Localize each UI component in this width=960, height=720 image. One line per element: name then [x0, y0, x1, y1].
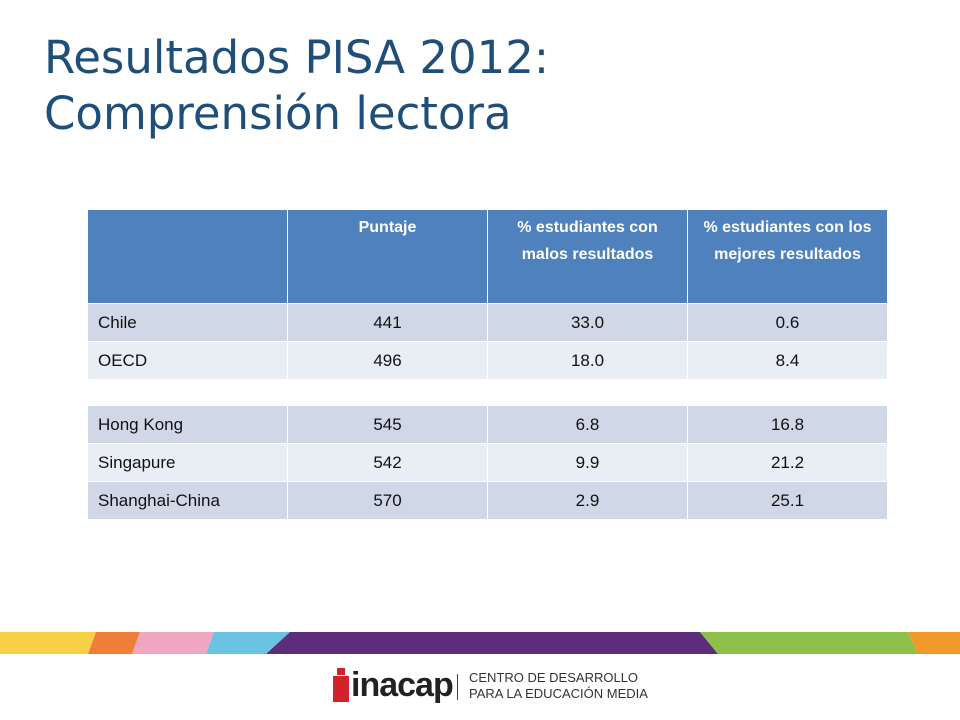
- country-cell: Shanghai-China: [87, 481, 288, 520]
- country-cell: OECD: [87, 341, 288, 380]
- inacap-logo-icon: [333, 668, 349, 702]
- stripe-yellow: [0, 632, 96, 654]
- footer-caption-line-1: CENTRO DE DESARROLLO: [469, 670, 639, 685]
- table-row: Singapure 542 9.9 21.2: [87, 443, 888, 482]
- malos-cell: 9.9: [487, 443, 688, 482]
- mejores-cell: 0.6: [687, 303, 888, 342]
- malos-cell: 33.0: [487, 303, 688, 342]
- country-cell: Hong Kong: [87, 405, 288, 444]
- slide-title-line-2: Comprensión lectora: [44, 87, 512, 140]
- country-cell: Singapure: [87, 443, 288, 482]
- puntaje-cell: 441: [287, 303, 488, 342]
- puntaje-cell: 542: [287, 443, 488, 482]
- decorative-color-stripes: [0, 632, 960, 654]
- stripe-blue: [206, 632, 290, 654]
- header-cell-malos-resultados: % estudiantes con malos resultados: [487, 209, 688, 304]
- malos-cell: 2.9: [487, 481, 688, 520]
- inacap-logo-text: inacap: [351, 666, 454, 704]
- footer-caption-line-2: PARA LA EDUCACIÓN MEDIA: [469, 686, 648, 701]
- puntaje-cell: 496: [287, 341, 488, 380]
- table-row: OECD 496 18.0 8.4: [87, 341, 888, 380]
- footer-caption: CENTRO DE DESARROLLO PARA LA EDUCACIÓN M…: [469, 670, 648, 702]
- stripe-orange-right: [908, 632, 960, 654]
- comparison-table: Hong Kong 545 6.8 16.8 Singapure 542 9.9…: [87, 405, 888, 520]
- results-table: Puntaje % estudiantes con malos resultad…: [87, 209, 888, 380]
- puntaje-cell: 545: [287, 405, 488, 444]
- stripe-purple: [266, 632, 718, 654]
- stripe-orange: [88, 632, 140, 654]
- table-header-row: Puntaje % estudiantes con malos resultad…: [87, 209, 888, 304]
- slide-title-line-1: Resultados PISA 2012:: [44, 31, 550, 84]
- mejores-cell: 8.4: [687, 341, 888, 380]
- malos-cell: 18.0: [487, 341, 688, 380]
- table-row: Shanghai-China 570 2.9 25.1: [87, 481, 888, 520]
- country-cell: Chile: [87, 303, 288, 342]
- slide-title: Resultados PISA 2012: Comprensión lector…: [44, 30, 549, 142]
- stripe-green: [700, 632, 918, 654]
- header-cell-mejores-resultados: % estudiantes con los mejores resultados: [687, 209, 888, 304]
- header-cell-empty: [87, 209, 288, 304]
- table-row: Chile 441 33.0 0.6: [87, 303, 888, 342]
- header-cell-puntaje: Puntaje: [287, 209, 488, 304]
- puntaje-cell: 570: [287, 481, 488, 520]
- mejores-cell: 16.8: [687, 405, 888, 444]
- table-row: Hong Kong 545 6.8 16.8: [87, 405, 888, 444]
- footer-divider: [457, 674, 458, 700]
- malos-cell: 6.8: [487, 405, 688, 444]
- stripe-pink: [132, 632, 214, 654]
- mejores-cell: 25.1: [687, 481, 888, 520]
- mejores-cell: 21.2: [687, 443, 888, 482]
